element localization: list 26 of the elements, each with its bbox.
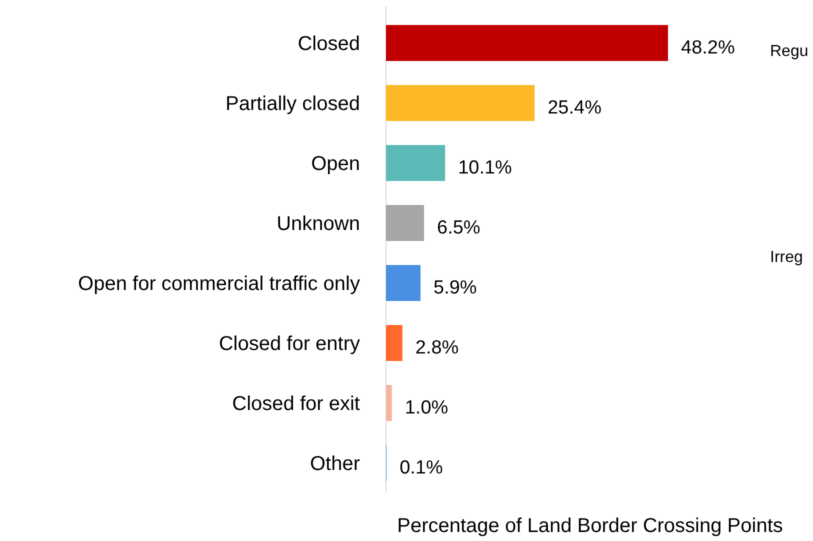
y-tick-label: Closed (298, 33, 360, 55)
bar (386, 385, 392, 421)
bar (386, 265, 421, 301)
y-tick-label: Closed for entry (218, 333, 360, 355)
y-tick-label: Open for commercial traffic only (78, 273, 360, 295)
y-tick-label: Open (311, 153, 360, 175)
data-label: 48.2% (681, 38, 735, 59)
bar (386, 145, 446, 181)
data-label: 2.8% (415, 338, 459, 359)
y-tick-label: Closed for exit (232, 393, 360, 415)
bar (386, 85, 535, 121)
text: Irreg (770, 249, 803, 266)
text: Regu (770, 43, 808, 60)
bar (386, 205, 424, 241)
y-tick-label: Unknown (276, 213, 360, 235)
y-tick-label: Partially closed (225, 93, 360, 115)
data-label: 1.0% (404, 398, 448, 419)
bar (386, 325, 402, 361)
y-tick-label: Other (310, 453, 360, 475)
data-label: 10.1% (458, 158, 512, 179)
data-label: 25.4% (548, 98, 602, 119)
x-axis-title: Percentage of Land Border Crossing Points (397, 515, 783, 537)
data-label: 0.1% (400, 458, 443, 479)
data-label: 6.5% (437, 218, 480, 239)
bar (386, 25, 668, 61)
data-label: 5.9% (434, 278, 477, 299)
